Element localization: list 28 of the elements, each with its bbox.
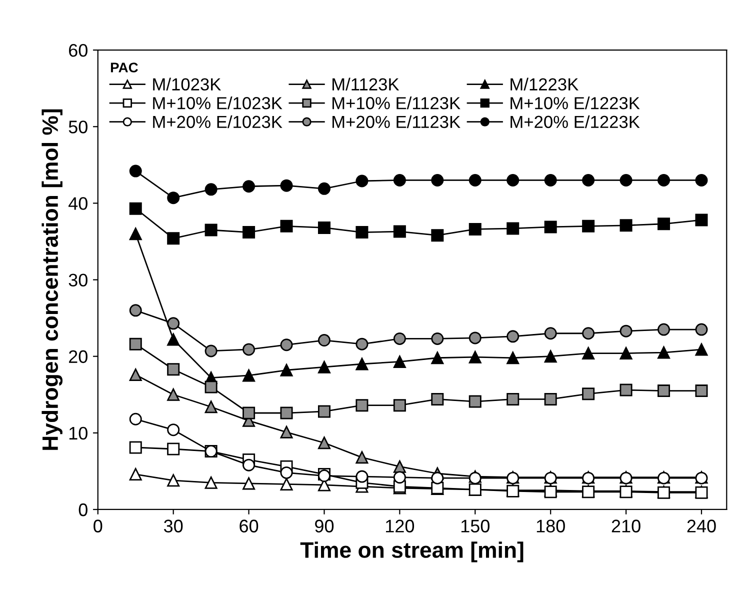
legend-label: M/1123K xyxy=(332,78,400,91)
legend-label: M+20% E/1123K xyxy=(332,115,460,128)
x-tick-label: 150 xyxy=(461,520,490,532)
legend-title: PAC xyxy=(110,62,138,72)
legend-label: M+10% E/1023K xyxy=(153,96,282,110)
y-tick-label: 30 xyxy=(68,274,88,286)
x-tick-label: 240 xyxy=(687,520,716,532)
x-tick-label: 30 xyxy=(164,520,183,532)
x-tick-label: 90 xyxy=(315,520,334,532)
y-tick-label: 60 xyxy=(69,44,88,57)
x-tick-label: 180 xyxy=(536,520,565,532)
x-tick-label: 60 xyxy=(240,520,258,532)
x-tick-label: 0 xyxy=(94,520,102,532)
legend-label: M+20% E/1223K xyxy=(510,115,640,128)
legend-label: M+10% E/1123K xyxy=(332,96,460,110)
x-axis-title: Time on stream [min] xyxy=(300,542,524,562)
y-tick-label: 40 xyxy=(68,197,88,210)
x-tick-label: 210 xyxy=(612,520,640,532)
y-tick-label: 50 xyxy=(68,120,88,134)
y-tick-label: 10 xyxy=(69,426,88,440)
x-tick-label: 120 xyxy=(386,520,414,532)
legend-label: M+10% E/1223K xyxy=(510,96,640,110)
legend-label: M/1023K xyxy=(153,78,221,91)
y-tick-label: 0 xyxy=(78,503,88,516)
legend-label: M/1223K xyxy=(510,78,578,91)
y-tick-label: 20 xyxy=(68,350,88,364)
y-axis-title: Hydrogen concentration [mol %] xyxy=(42,109,63,450)
legend-label: M+20% E/1023K xyxy=(153,115,282,128)
